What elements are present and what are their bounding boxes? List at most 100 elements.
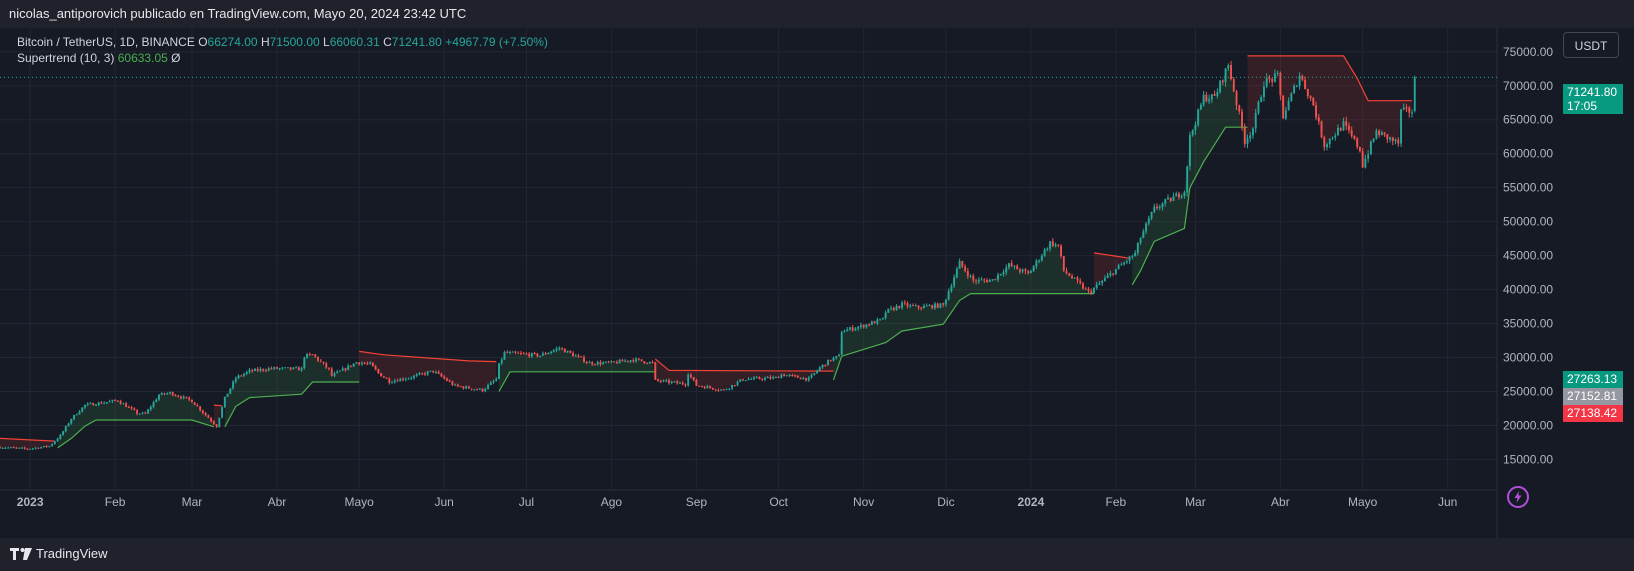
candle-up: [1298, 75, 1301, 86]
indicator-name[interactable]: Supertrend (10, 3): [17, 51, 115, 65]
y-tick-label: 45000.00: [1503, 249, 1553, 263]
candle-up: [739, 379, 742, 382]
candle-down: [210, 418, 213, 422]
tradingview-logo-icon: [10, 547, 32, 560]
candle-down: [388, 378, 391, 383]
candle-up: [498, 363, 500, 379]
candle-down: [533, 353, 536, 355]
candle-up: [1183, 192, 1186, 196]
chart-area[interactable]: [0, 28, 1634, 538]
candle-down: [100, 402, 103, 404]
candle-up: [1013, 265, 1016, 267]
candle-up: [141, 412, 144, 414]
candle-up: [1375, 130, 1378, 139]
candle-up: [944, 299, 947, 305]
candle-down: [179, 396, 182, 399]
candle-up: [254, 368, 256, 371]
candle-down: [1090, 290, 1093, 294]
candle-up: [1262, 86, 1265, 97]
candle-down: [204, 412, 207, 416]
candle-down: [12, 447, 15, 449]
candle-down: [917, 305, 920, 308]
symbol-label[interactable]: Bitcoin / TetherUS, 1D, BINANCE: [17, 35, 195, 49]
candle-up: [166, 393, 169, 395]
candle-up: [122, 403, 125, 405]
candle-up: [221, 407, 224, 418]
candle-up: [838, 354, 840, 357]
candle-up: [1120, 264, 1123, 266]
candle-down: [668, 380, 670, 384]
candle-down: [1405, 107, 1408, 109]
candle-down: [196, 404, 199, 407]
candle-down: [264, 370, 267, 372]
candle-up: [1136, 242, 1139, 253]
candle-up: [1172, 196, 1175, 201]
candle-down: [868, 324, 871, 326]
candle-down: [366, 363, 369, 365]
candle-up: [662, 380, 665, 382]
candle-down: [632, 360, 635, 362]
candle-down: [643, 361, 646, 363]
candle-down: [1232, 79, 1235, 92]
x-tick-label: Abr: [268, 495, 287, 509]
candle-down: [459, 386, 462, 388]
candle-up: [1125, 261, 1128, 263]
candle-down: [651, 361, 654, 363]
candle-up: [1040, 255, 1043, 261]
candle-up: [369, 362, 372, 364]
candle-down: [506, 351, 509, 353]
candle-up: [1134, 252, 1137, 257]
candle-down: [851, 327, 854, 331]
candle-up: [232, 381, 235, 389]
candle-up: [541, 353, 544, 356]
candle-down: [621, 359, 624, 362]
candle-up: [31, 448, 34, 450]
candle-up: [1054, 244, 1057, 246]
close-label: C: [383, 35, 392, 49]
x-tick-label: Mar: [1185, 495, 1206, 509]
candle-down: [344, 368, 347, 370]
candle-down: [794, 375, 797, 377]
lightning-icon[interactable]: [1507, 486, 1529, 508]
currency-button[interactable]: USDT: [1563, 32, 1619, 58]
candle-down: [1230, 65, 1233, 80]
candle-up: [832, 357, 835, 361]
candle-down: [37, 447, 40, 449]
publisher-header: nicolas_antiporovich publicado en Tradin…: [0, 0, 1634, 28]
candle-down: [613, 361, 616, 363]
x-tick-label: Oct: [769, 495, 788, 509]
candle-down: [646, 362, 649, 364]
brand[interactable]: TradingView: [10, 546, 108, 561]
candle-down: [275, 367, 278, 369]
candle-up: [1197, 109, 1200, 125]
candle-up: [999, 274, 1002, 276]
candle-down: [1397, 139, 1400, 144]
candle-up: [295, 367, 298, 369]
candle-down: [325, 363, 328, 368]
candle-down: [136, 410, 139, 414]
candle-up: [1249, 135, 1252, 139]
candle-up: [1147, 218, 1150, 224]
candle-up: [1005, 267, 1008, 273]
candle-up: [1199, 104, 1202, 110]
close-value: 71241.80: [391, 35, 442, 49]
candle-up: [484, 388, 487, 392]
candle-down: [1383, 132, 1386, 135]
candle-down: [377, 369, 380, 373]
supertrend-down-fill: [1247, 55, 1412, 166]
candle-up: [1109, 273, 1112, 276]
x-tick-label: Jun: [1438, 495, 1457, 509]
candle-down: [964, 266, 967, 271]
candle-down: [1079, 280, 1082, 284]
candle-up: [1, 447, 4, 449]
candle-up: [552, 350, 555, 352]
candle-up: [1106, 275, 1109, 279]
candle-up: [1098, 283, 1101, 285]
candle-down: [591, 362, 594, 365]
candle-up: [558, 348, 561, 350]
candle-up: [1273, 73, 1276, 82]
candle-up: [731, 384, 734, 389]
price-chart[interactable]: 15000.00 20000.00 25000.00 30000.00 35000.00…: [0, 28, 1634, 538]
candle-down: [114, 400, 117, 402]
candle-up: [40, 447, 43, 449]
